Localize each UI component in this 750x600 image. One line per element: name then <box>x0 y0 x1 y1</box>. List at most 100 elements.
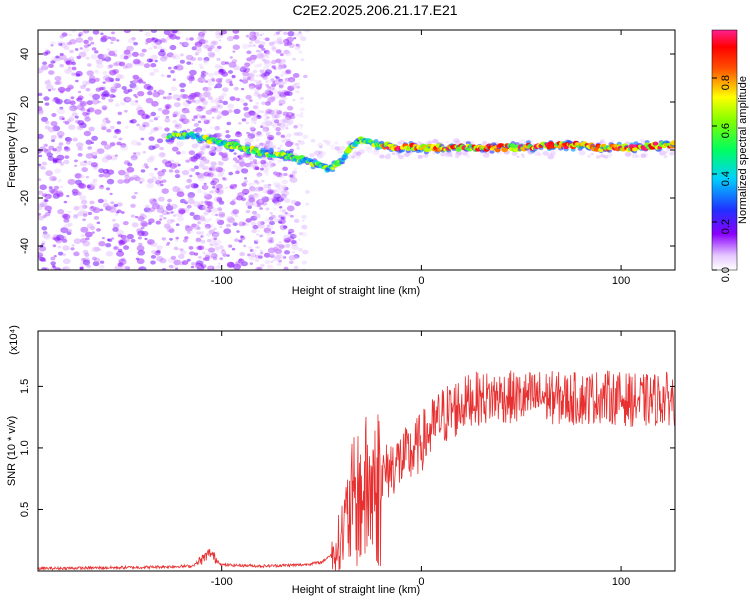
snr-xlabel: Height of straight line (km) <box>292 584 420 596</box>
spectrogram-cell <box>251 201 260 207</box>
spectrogram-cell <box>286 133 292 138</box>
spectrogram-cell <box>137 266 143 270</box>
spectrogram-cell <box>69 49 74 54</box>
spectrogram-cell <box>269 86 275 91</box>
spectrogram-cell <box>76 142 84 148</box>
spectrogram-cell <box>284 237 292 243</box>
spectrogram-cell <box>204 207 208 211</box>
spectrogram-cell <box>139 181 143 184</box>
spectrogram-cell <box>214 187 218 190</box>
spectrogram-cell <box>264 218 271 223</box>
spectrogram-cell <box>154 143 160 149</box>
spectrogram-cell <box>260 110 265 114</box>
spectrogram-cell <box>292 255 299 260</box>
spectrogram-cell <box>60 235 67 241</box>
spectrogram-cell <box>238 258 243 262</box>
spectrogram-cell <box>109 145 113 148</box>
spectrogram-cell <box>272 171 278 176</box>
spectrogram-cell <box>253 239 258 243</box>
spectrogram-cell <box>57 145 63 149</box>
spectrogram-cell <box>265 69 272 75</box>
spectrogram-cell <box>218 208 223 212</box>
spectrogram-cell <box>221 92 227 97</box>
spectrogram-cell <box>215 32 224 39</box>
spectrogram-cell <box>298 232 304 236</box>
spectrogram-cell <box>280 193 287 199</box>
spectrogram-cell <box>256 233 259 236</box>
spectrogram-cell <box>214 189 218 192</box>
spectrogram-cell <box>155 180 162 185</box>
spectrogram-cell <box>171 53 180 60</box>
spectrogram-cell <box>48 126 56 133</box>
spectrogram-cell <box>200 235 204 238</box>
spectrogram-cell <box>56 80 62 85</box>
spectrogram-cell <box>188 150 195 156</box>
spectrogram-cell <box>300 36 307 42</box>
spectrogram-cell <box>225 78 233 84</box>
spectrogram-cell <box>58 42 63 46</box>
spectrogram-cell <box>212 150 217 153</box>
spectrogram-cell <box>222 100 228 105</box>
spectrogram-cell <box>205 86 212 92</box>
spectrogram-cell <box>227 261 235 267</box>
spectrogram-cell <box>194 99 201 105</box>
spectrogram-cell <box>293 37 297 40</box>
spectrogram-cell <box>276 244 280 247</box>
spectrogram-cell <box>303 74 308 79</box>
spectrogram-cell <box>271 196 280 203</box>
spectrogram-cell <box>262 71 266 74</box>
spectrogram-cell <box>276 122 281 126</box>
spectrogram-cell <box>165 138 171 143</box>
spectrogram-cell <box>198 35 205 40</box>
spectrogram-cell <box>119 74 125 80</box>
spectrogram-cell <box>149 119 154 123</box>
spectrogram-cell <box>269 253 274 257</box>
spectrogram-cell <box>245 209 251 214</box>
spectrogram-cell <box>221 153 228 159</box>
spectrogram-cell <box>165 205 174 211</box>
spectrogram-cell <box>215 126 219 129</box>
spectrogram-cell <box>250 221 257 226</box>
spectrogram-cell <box>110 79 114 83</box>
spectrogram-cell <box>218 99 223 104</box>
spectrogram-cell <box>185 159 190 163</box>
spectrogram-cell <box>112 62 119 67</box>
snr-xtick-label: 100 <box>612 576 630 588</box>
spectrogram-cell <box>270 260 274 263</box>
spectrogram-cell <box>269 253 276 258</box>
spectrogram-cell <box>259 50 262 53</box>
spectrogram-cell <box>85 139 93 145</box>
spectrogram-cell <box>198 201 204 206</box>
spectrogram-cell <box>276 187 284 193</box>
spectrogram-cell <box>293 167 298 171</box>
spectrogram-cell <box>158 152 166 158</box>
spectrogram-cell <box>280 119 286 124</box>
spectrogram-cell <box>207 204 214 210</box>
spectrogram-cell <box>234 214 239 218</box>
spectrogram-cell <box>113 203 119 208</box>
spectrogram-cell <box>266 55 270 59</box>
spectrogram-cell <box>322 139 328 143</box>
spectrogram-cell <box>260 164 267 169</box>
spectrogram-cell <box>232 208 240 215</box>
spectrogram-cell <box>639 138 646 143</box>
spectrogram-cell <box>213 196 221 203</box>
spectrogram-cell <box>192 223 200 230</box>
spectrogram-cell <box>211 108 217 112</box>
spectrogram-cell <box>245 34 250 38</box>
spectrogram-cell <box>283 225 288 229</box>
spectrogram-cell <box>57 86 66 93</box>
spectrogram-cell <box>229 56 233 59</box>
spectrogram-cell <box>97 100 101 104</box>
spectrogram-cell <box>283 188 288 192</box>
spectrogram-cell <box>39 146 46 151</box>
colorbar-label: Normalized spectral amplitude <box>737 76 749 224</box>
spectrogram-cell <box>39 184 47 190</box>
spectrogram-cell <box>132 174 140 181</box>
spectrogram-cell <box>255 49 260 53</box>
spectrogram-cell <box>286 105 294 111</box>
spectrogram-cell <box>266 85 271 89</box>
spectrogram-cell <box>239 251 246 257</box>
spectrogram-cell <box>215 166 223 173</box>
spectrogram-cell <box>640 153 647 158</box>
